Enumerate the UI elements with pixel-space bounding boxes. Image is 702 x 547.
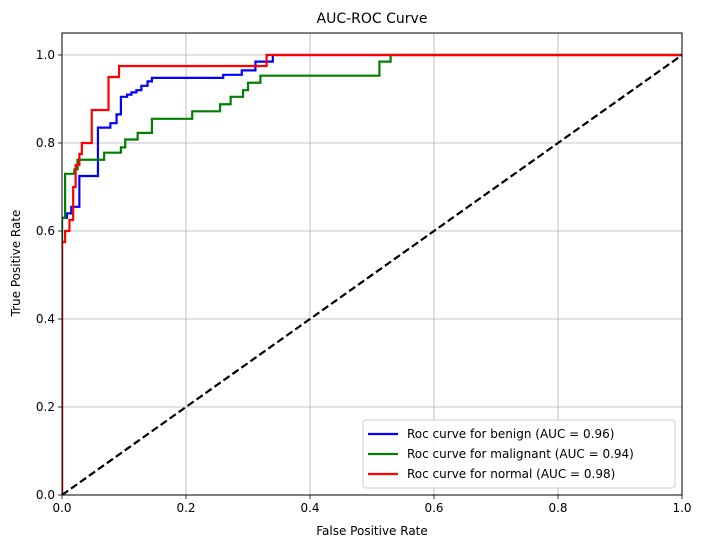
legend-entry: Roc curve for malignant (AUC = 0.94) <box>407 447 634 461</box>
y-axis-label: True Positive Rate <box>9 210 23 318</box>
y-tick-label: 0.0 <box>36 488 55 502</box>
axis-ticks: 0.0 0.2 0.4 0.6 0.8 1.0 0.0 0.2 0.4 0.6 0.8 1.0 <box>36 48 692 515</box>
chart-title: AUC-ROC Curve <box>317 11 428 27</box>
y-tick-label: 0.8 <box>36 136 55 150</box>
x-axis-label: False Positive Rate <box>316 524 428 538</box>
x-tick-label: 0.2 <box>176 501 195 515</box>
legend-entry: Roc curve for benign (AUC = 0.96) <box>407 427 614 441</box>
x-tick-label: 0.6 <box>424 501 443 515</box>
roc-series-line-2 <box>62 53 682 495</box>
y-tick-label: 1.0 <box>36 48 55 62</box>
y-tick-label: 0.4 <box>36 312 55 326</box>
x-tick-label: 0.4 <box>300 501 319 515</box>
legend-box <box>362 419 676 489</box>
legend-entry: Roc curve for normal (AUC = 0.98) <box>407 467 615 481</box>
x-tick-label: 0.0 <box>52 501 71 515</box>
roc-series-line-0 <box>62 53 682 495</box>
chance-diagonal-line <box>62 54 682 495</box>
grid <box>61 33 683 496</box>
y-tick-label: 0.6 <box>36 224 55 238</box>
y-tick-label: 0.2 <box>36 400 55 414</box>
x-tick-label: 1.0 <box>672 501 691 515</box>
plot-area <box>62 53 682 495</box>
x-tick-label: 0.8 <box>548 501 567 515</box>
plot-frame <box>61 32 683 496</box>
legend: Roc curve for benign (AUC = 0.96) Roc cur… <box>362 419 676 489</box>
